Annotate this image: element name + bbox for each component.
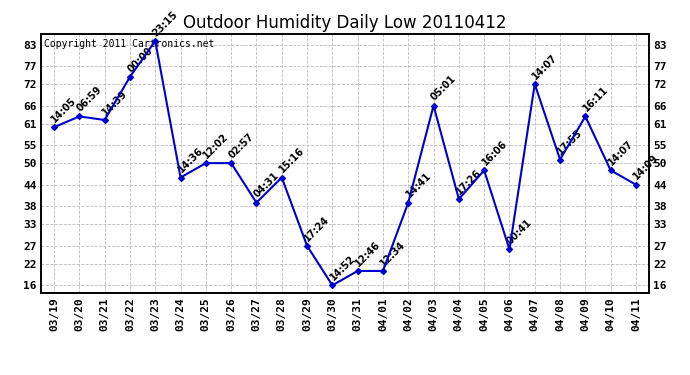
Text: 17:26: 17:26 <box>455 167 484 196</box>
Text: 14:09: 14:09 <box>631 153 660 182</box>
Title: Outdoor Humidity Daily Low 20110412: Outdoor Humidity Daily Low 20110412 <box>184 14 506 32</box>
Text: 14:39: 14:39 <box>100 88 129 117</box>
Text: 00:41: 00:41 <box>505 217 534 247</box>
Text: 02:57: 02:57 <box>227 131 256 160</box>
Text: 12:46: 12:46 <box>353 239 382 268</box>
Text: 04:31: 04:31 <box>252 171 281 200</box>
Text: 14:07: 14:07 <box>531 52 560 81</box>
Text: 17:55: 17:55 <box>555 128 584 157</box>
Text: 23:15: 23:15 <box>151 9 180 38</box>
Text: 12:02: 12:02 <box>201 131 230 160</box>
Text: 16:06: 16:06 <box>480 138 509 168</box>
Text: 05:01: 05:01 <box>429 74 458 103</box>
Text: 17:24: 17:24 <box>303 214 332 243</box>
Text: 14:52: 14:52 <box>328 254 357 282</box>
Text: 14:36: 14:36 <box>176 146 205 175</box>
Text: 00:00: 00:00 <box>126 45 155 74</box>
Text: 12:34: 12:34 <box>379 239 408 268</box>
Text: 14:07: 14:07 <box>607 138 635 168</box>
Text: 14:41: 14:41 <box>404 171 433 200</box>
Text: 14:05: 14:05 <box>50 95 79 124</box>
Text: Copyright 2011 Cartronics.net: Copyright 2011 Cartronics.net <box>44 39 215 49</box>
Text: 06:59: 06:59 <box>75 85 104 114</box>
Text: 16:11: 16:11 <box>581 85 610 114</box>
Text: 15:16: 15:16 <box>277 146 306 175</box>
